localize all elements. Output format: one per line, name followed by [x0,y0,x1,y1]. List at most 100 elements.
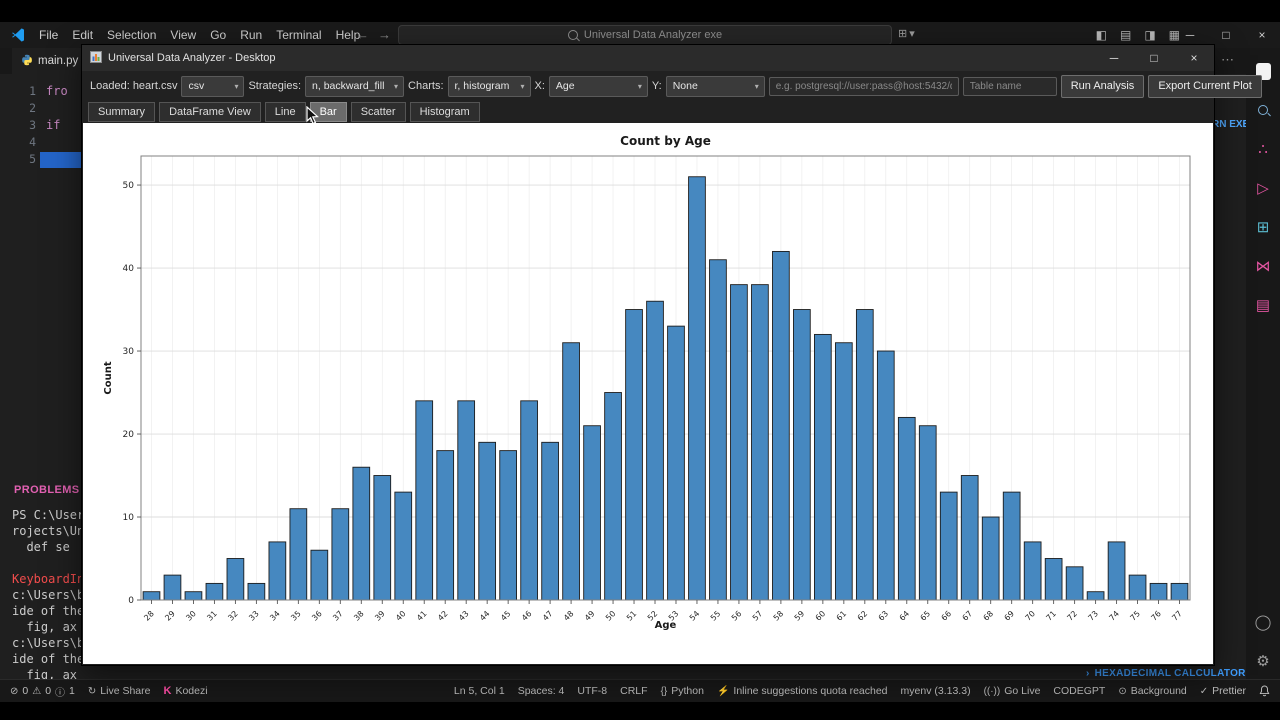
export-plot-button[interactable]: Export Current Plot [1148,74,1262,98]
suggestions-status[interactable]: ⚡ Inline suggestions quota reached [717,685,888,697]
tab-summary[interactable]: Summary [88,102,156,122]
bar [1170,582,1189,601]
db-connection-input[interactable] [768,76,959,96]
menu-help[interactable]: Help [335,28,361,42]
y-axis-select[interactable]: None ▾ [665,75,765,97]
svg-text:73: 73 [1086,609,1100,623]
bar [268,541,287,601]
svg-text:51: 51 [625,609,639,623]
vscode-close-button[interactable]: × [1258,28,1266,42]
terminal-line: ide of the [12,604,85,618]
python-file-icon [21,54,33,69]
table-name-input[interactable] [962,76,1057,96]
chevron-right-icon: › [1086,668,1090,679]
toggle-sidebar-icon[interactable]: ◧ [1095,28,1107,42]
format-select[interactable]: csv ▾ [181,75,245,97]
codegpt-status[interactable]: CODEGPT [1053,685,1106,697]
background-icon: ⊙ [1118,685,1127,697]
bar [1107,541,1126,601]
vscode-maximize-button[interactable]: □ [1222,28,1230,42]
bar [960,475,979,601]
bar [834,342,853,601]
svg-text:72: 72 [1065,609,1079,623]
prettier-status[interactable]: ✓ Prettier [1200,685,1246,697]
svg-text:55: 55 [709,609,723,623]
menu-view[interactable]: View [170,28,197,42]
search-extension-icon[interactable] [1258,101,1268,119]
bar [478,441,497,601]
language-status[interactable]: {} Python [661,685,704,697]
problems-status[interactable]: ⊘ 0 ⚠ 0 ⓘ 1 [10,684,75,699]
python-interpreter-status[interactable]: myenv (3.13.3) [900,685,971,697]
strategies-select[interactable]: n, backward_fill ▾ [305,75,405,97]
vscode-titlebar[interactable]: File Edit Selection View Go Run Terminal… [0,22,1280,48]
y-axis-select-value: None [672,80,698,92]
live-share-icon: ↻ [87,685,97,697]
bar [457,400,476,601]
tab-histogram[interactable]: Histogram [409,102,480,122]
printer-extension-icon[interactable]: ▤ [1255,297,1271,314]
share-extension-icon[interactable]: ⋈ [1255,258,1271,275]
background-status[interactable]: ⊙ Background [1118,685,1186,697]
svg-text:56: 56 [730,609,744,623]
tab-scatter[interactable]: Scatter [350,102,406,122]
editor-link-fragment[interactable]: RN EXE [1212,119,1250,130]
webhook-extension-icon[interactable]: ∴ [1258,141,1268,158]
menu-edit[interactable]: Edit [72,28,94,42]
bar [918,425,937,601]
menu-terminal[interactable]: Terminal [276,28,322,42]
run-extension-icon[interactable]: ▷ [1257,180,1269,197]
tab-dataframe-view[interactable]: DataFrame View [159,102,261,122]
customize-layout-icon[interactable]: ▦ [1168,28,1180,42]
app-maximize-button[interactable]: □ [1150,51,1158,65]
search-icon [567,30,578,40]
command-center-search[interactable]: Universal Data Analyzer exe [398,25,892,45]
svg-text:28: 28 [142,609,156,623]
run-analysis-button[interactable]: Run Analysis [1060,74,1145,98]
app-minimize-button[interactable]: ─ [1109,51,1119,65]
tab-line[interactable]: Line [264,102,306,122]
extensions-grid-icon[interactable]: ⊞ [1256,219,1270,236]
tab-bar[interactable]: Bar [309,102,347,122]
panel-item-hexadecimal-calculator[interactable]: › HEXADECIMAL CALCULATOR [1086,668,1246,679]
svg-text:70: 70 [1023,609,1037,623]
notifications-bell-icon[interactable] [1259,685,1270,698]
kodezi-button[interactable]: K Kodezi [163,685,207,697]
menu-file[interactable]: File [39,28,59,42]
cursor-position-status[interactable]: Ln 5, Col 1 [453,685,505,697]
go-live-button[interactable]: ((·)) Go Live [984,685,1041,697]
forward-icon[interactable]: → [378,27,391,42]
back-icon[interactable]: ← [356,27,369,42]
vscode-minimize-button[interactable]: ─ [1185,28,1195,42]
menu-selection[interactable]: Selection [107,28,157,42]
bar-chart-canvas: 0 10 20 30 40 50 28 29 30 31 32 33 34 35 36 37 38 39 40 41 4… [103,134,1191,631]
account-icon[interactable]: ◯ [1254,614,1272,631]
charts-select[interactable]: r, histogram ▾ [447,75,531,97]
settings-gear-icon[interactable]: ⚙ [1256,653,1270,670]
svg-text:37: 37 [331,609,345,623]
toggle-panel-icon[interactable]: ▤ [1119,28,1132,42]
eol-status[interactable]: CRLF [620,685,648,697]
live-share-button[interactable]: ↻ Live Share [88,685,151,697]
bar [499,450,517,601]
x-axis-select[interactable]: Age ▾ [548,75,648,97]
broadcast-icon: ((·)) [983,685,1001,697]
toggle-secondary-sidebar-icon[interactable]: ◨ [1144,28,1156,42]
encoding-status[interactable]: UTF-8 [577,685,608,697]
menu-go[interactable]: Go [210,28,227,42]
analyzer-app-window: Universal Data Analyzer - Desktop ─ □ × … [82,45,1262,665]
text-selection-highlight [40,152,82,168]
app-toolbar: Loaded: heart.csv csv ▾ Strategies: n, ba… [82,71,1262,101]
app-close-button[interactable]: × [1190,51,1198,65]
app-titlebar[interactable]: Universal Data Analyzer - Desktop ─ □ × [82,45,1214,71]
format-select-value: csv [188,80,205,92]
editor-tab-main-py[interactable]: main.py [12,48,89,74]
svg-text:50: 50 [604,609,618,623]
editor-actions-more-icon[interactable]: ⋯ [1221,52,1234,67]
split-editor-icon[interactable]: ⊞▾ [898,28,917,40]
bar [667,325,685,601]
vscode-window-controls: ─ □ × [1172,22,1280,48]
terminal-output[interactable]: PS C:\User rojects\Un def se KeyboardIn … [12,508,84,684]
menu-run[interactable]: Run [240,28,263,42]
indentation-status[interactable]: Spaces: 4 [517,685,565,697]
